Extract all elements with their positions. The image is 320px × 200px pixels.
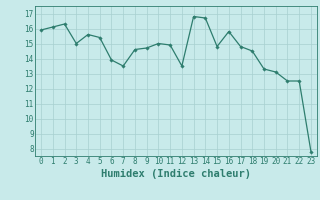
X-axis label: Humidex (Indice chaleur): Humidex (Indice chaleur) [101,169,251,179]
